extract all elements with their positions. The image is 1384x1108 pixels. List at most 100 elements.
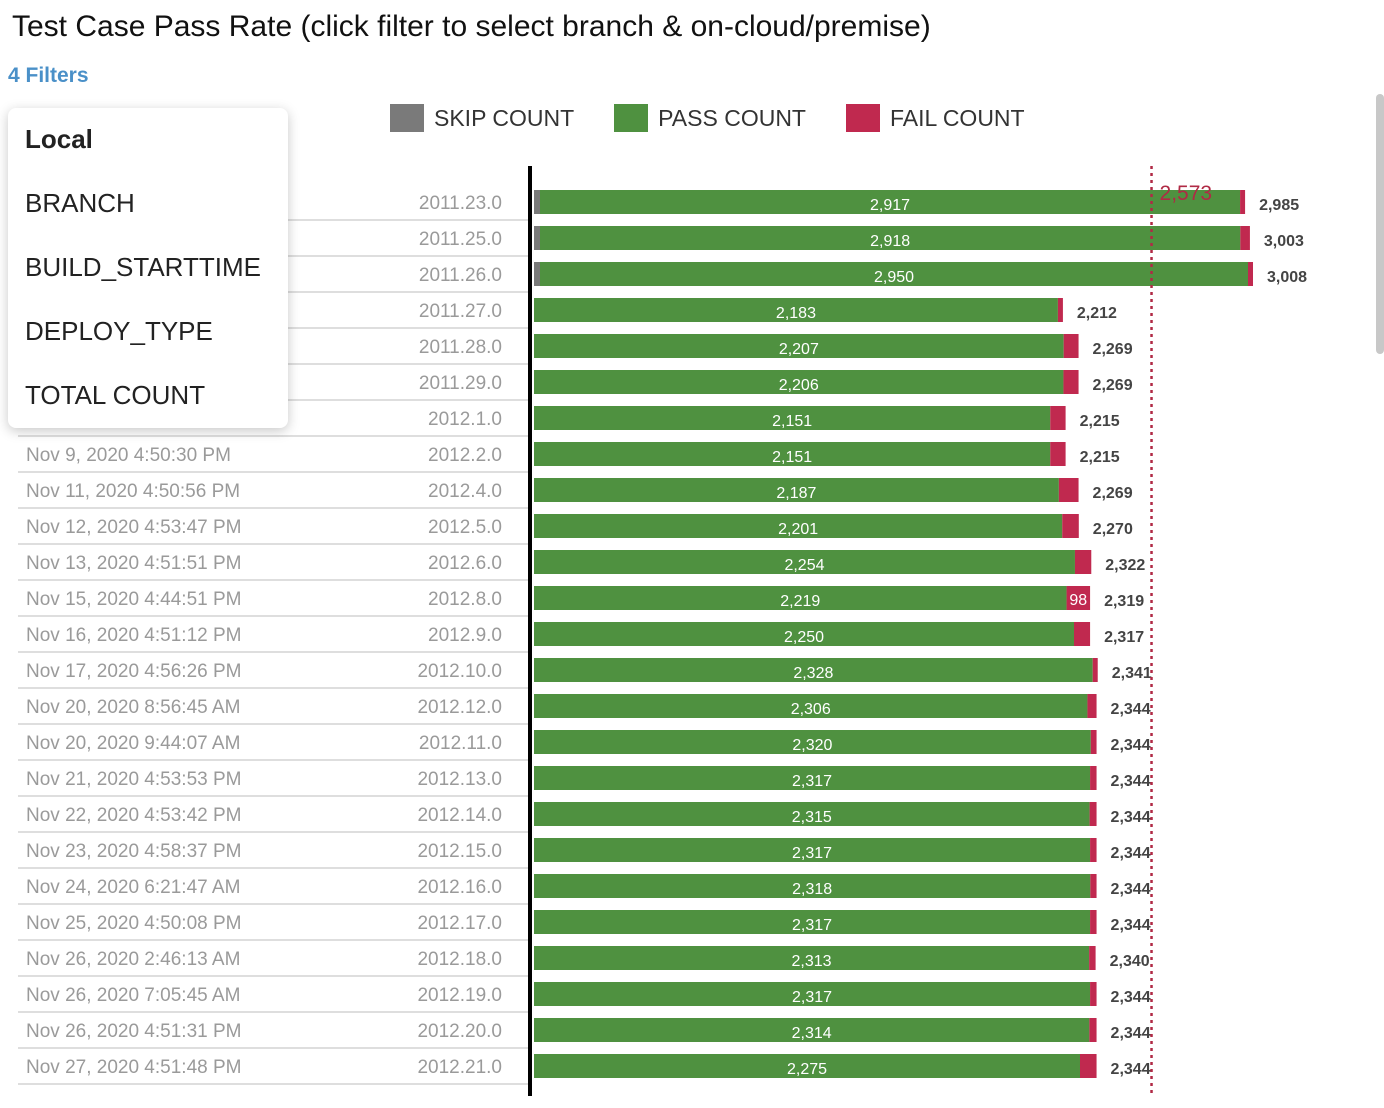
bar-total-label: 2,322 — [1105, 557, 1145, 574]
bar-fail — [1066, 586, 1091, 610]
bar-pass-label: 2,918 — [870, 233, 910, 250]
row-version-label: 2011.27.0 — [419, 301, 502, 322]
bar-pass — [540, 226, 1241, 250]
bar-fail — [1089, 1018, 1097, 1042]
bar-fail — [1080, 1054, 1097, 1078]
bar-pass — [534, 658, 1093, 682]
bar-pass — [534, 946, 1090, 970]
row-time-label: Nov 21, 2020 4:53:53 PM — [26, 769, 241, 790]
bar-pass-label: 2,250 — [784, 629, 824, 646]
bar-pass-label: 2,328 — [793, 665, 833, 682]
bar-pass-label: 2,151 — [772, 413, 812, 430]
row-version-label: 2012.20.0 — [417, 1021, 502, 1042]
bar-total-label: 2,344 — [1111, 773, 1151, 790]
legend-item-skip[interactable]: SKIP COUNT — [390, 104, 574, 132]
filter-menu-item-build-starttime[interactable]: BUILD_STARTTIME — [25, 252, 261, 282]
bar-pass — [534, 514, 1063, 538]
bar-total-label: 2,341 — [1112, 665, 1152, 682]
bar-total-label: 2,344 — [1111, 1061, 1151, 1078]
row-version-label: 2012.12.0 — [417, 697, 502, 718]
bar-pass — [534, 370, 1064, 394]
bar-pass-label: 2,320 — [792, 737, 832, 754]
bar-total-label: 2,269 — [1093, 341, 1133, 358]
row-version-label: 2012.8.0 — [428, 589, 502, 610]
bar-pass-label: 2,315 — [792, 809, 832, 826]
row-time-label: Nov 22, 2020 4:53:42 PM — [26, 805, 241, 826]
bar-pass-label: 2,318 — [792, 881, 832, 898]
bar-total-label: 2,317 — [1104, 629, 1144, 646]
bar-pass-label: 2,917 — [870, 197, 910, 214]
bar-pass-label: 2,219 — [780, 593, 820, 610]
bar-fail — [1063, 334, 1079, 358]
row-version-label: 2012.17.0 — [417, 913, 502, 934]
bar-pass — [534, 298, 1058, 322]
filter-menu-item-deploy-type[interactable]: DEPLOY_TYPE — [25, 316, 213, 346]
bar-pass-label: 2,306 — [791, 701, 831, 718]
row-time-label: Nov 26, 2020 7:05:45 AM — [26, 985, 240, 1006]
bar-fail — [1074, 550, 1092, 574]
row-time-label: Nov 17, 2020 4:56:26 PM — [26, 661, 241, 682]
legend-item-pass[interactable]: PASS COUNT — [614, 104, 806, 132]
bar-pass — [534, 982, 1091, 1006]
bar-fail — [1090, 838, 1097, 862]
row-time-label: Nov 24, 2020 6:21:47 AM — [26, 877, 240, 898]
bar-total-label: 2,344 — [1111, 737, 1151, 754]
bar-total-label: 2,340 — [1110, 953, 1150, 970]
bar-pass-label: 2,313 — [792, 953, 832, 970]
legend-item-fail[interactable]: FAIL COUNT — [845, 104, 1025, 132]
row-version-label: 2012.19.0 — [417, 985, 502, 1006]
bar-pass — [534, 622, 1074, 646]
bar-skip — [534, 190, 540, 214]
bar-pass-label: 2,254 — [784, 557, 824, 574]
vertical-scrollbar[interactable] — [1376, 94, 1384, 354]
bar-skip — [534, 262, 540, 286]
row-version-label: 2012.9.0 — [428, 625, 502, 646]
bar-fail — [1090, 730, 1097, 754]
bar-pass — [534, 910, 1091, 934]
bar-fail — [1074, 622, 1091, 646]
bar-fail — [1050, 406, 1066, 430]
bar-fail — [1058, 478, 1079, 502]
bar-pass — [534, 838, 1091, 862]
bar-pass — [534, 802, 1090, 826]
bar-total-label: 2,270 — [1093, 521, 1133, 538]
bar-total-label: 2,344 — [1111, 809, 1151, 826]
bar-fail — [1240, 190, 1246, 214]
bar-total-label: 2,344 — [1111, 1025, 1151, 1042]
bar-pass — [534, 334, 1064, 358]
row-version-label: 2012.11.0 — [419, 733, 502, 754]
bar-pass — [534, 442, 1051, 466]
row-version-label: 2012.18.0 — [417, 949, 502, 970]
row-version-label: 2011.28.0 — [419, 337, 502, 358]
bar-total-label: 2,269 — [1093, 485, 1133, 502]
bar-pass — [534, 1018, 1090, 1042]
bar-fail — [1050, 442, 1066, 466]
legend-swatch-fail — [845, 104, 880, 132]
filter-menu-header: Local — [25, 124, 93, 154]
bar-pass — [534, 478, 1059, 502]
bar-pass-label: 2,317 — [792, 845, 832, 862]
filter-menu-item-total-count[interactable]: TOTAL COUNT — [25, 380, 206, 410]
bar-pass — [534, 766, 1091, 790]
bar-pass-label: 2,187 — [776, 485, 816, 502]
bar-total-label: 2,344 — [1111, 989, 1151, 1006]
bar-fail — [1240, 226, 1250, 250]
row-time-label: Nov 11, 2020 4:50:56 PM — [26, 481, 240, 502]
bar-fail — [1090, 874, 1097, 898]
bar-fail — [1057, 298, 1063, 322]
legend-label-fail: FAIL COUNT — [889, 104, 1025, 131]
bar-total-label: 2,985 — [1259, 197, 1299, 214]
filters-link[interactable]: 4 Filters — [8, 64, 89, 87]
row-version-label: 2011.23.0 — [419, 193, 502, 214]
row-version-label: 2012.13.0 — [417, 769, 502, 790]
legend-label-skip: SKIP COUNT — [434, 104, 575, 131]
row-version-label: 2011.25.0 — [419, 229, 502, 250]
row-version-label: 2011.26.0 — [419, 265, 502, 286]
legend-swatch-skip — [390, 104, 424, 132]
bar-pass — [540, 262, 1248, 286]
bar-pass — [534, 730, 1091, 754]
bar-pass-label: 2,207 — [779, 341, 819, 358]
bar-pass-label: 2,206 — [779, 377, 819, 394]
filter-menu-item-branch[interactable]: BRANCH — [25, 188, 135, 218]
row-version-label: 2012.5.0 — [428, 517, 502, 538]
